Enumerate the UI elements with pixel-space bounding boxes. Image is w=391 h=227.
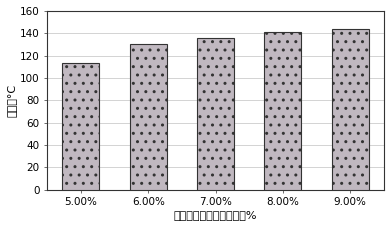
Bar: [264, 32, 301, 190]
Bar: [197, 38, 234, 190]
Bar: [63, 63, 99, 190]
Bar: [130, 44, 167, 190]
X-axis label: 异丁基三乙氧基硫烷用量%: 异丁基三乙氧基硫烷用量%: [174, 210, 257, 220]
Bar: [332, 29, 369, 190]
Y-axis label: 接触角°C: 接触角°C: [7, 84, 17, 117]
